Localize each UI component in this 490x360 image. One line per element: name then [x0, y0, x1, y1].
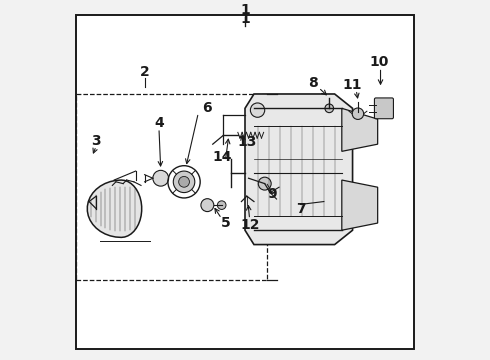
Text: 6: 6 — [202, 101, 212, 115]
Circle shape — [153, 170, 169, 186]
Text: 13: 13 — [237, 135, 256, 149]
Text: 7: 7 — [296, 202, 305, 216]
Circle shape — [258, 177, 271, 190]
Text: 12: 12 — [241, 218, 260, 232]
Polygon shape — [342, 180, 378, 230]
Text: 4: 4 — [154, 116, 164, 130]
Circle shape — [352, 108, 364, 120]
Text: 10: 10 — [370, 55, 389, 69]
Text: 3: 3 — [92, 134, 101, 148]
Text: 5: 5 — [220, 216, 230, 230]
Text: 11: 11 — [343, 78, 362, 92]
FancyBboxPatch shape — [374, 98, 393, 119]
Circle shape — [173, 171, 195, 193]
Bar — [76, 94, 267, 280]
Text: 8: 8 — [308, 76, 318, 90]
Circle shape — [201, 199, 214, 212]
Text: 1: 1 — [240, 12, 250, 26]
Text: 2: 2 — [140, 66, 149, 80]
Polygon shape — [87, 180, 142, 237]
Text: 1: 1 — [240, 3, 250, 17]
Polygon shape — [245, 94, 353, 244]
Circle shape — [179, 176, 190, 187]
Text: 9: 9 — [267, 187, 277, 201]
Circle shape — [325, 104, 334, 113]
Circle shape — [218, 201, 226, 210]
Text: 14: 14 — [212, 150, 231, 164]
Polygon shape — [342, 108, 378, 151]
Circle shape — [250, 103, 265, 117]
